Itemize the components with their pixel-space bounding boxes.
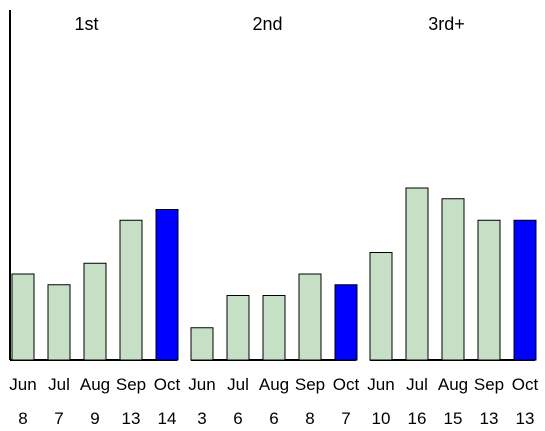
bar: [369, 252, 393, 361]
bar: [298, 273, 322, 361]
bar: [83, 262, 107, 361]
value-label: 3: [197, 409, 206, 428]
value-label: 7: [341, 409, 350, 428]
value-label: 13: [480, 409, 499, 428]
category-label: Aug: [259, 375, 289, 394]
category-label: Oct: [154, 375, 181, 394]
value-label: 9: [90, 409, 99, 428]
category-label: Jul: [406, 375, 428, 394]
bar: [119, 219, 143, 361]
category-label: Oct: [333, 375, 360, 394]
category-label: Oct: [512, 375, 539, 394]
group-title: 2nd: [252, 14, 282, 34]
value-label: 8: [305, 409, 314, 428]
category-label: Sep: [116, 375, 146, 394]
group-title: 1st: [74, 14, 98, 34]
value-label: 7: [54, 409, 63, 428]
bar: [11, 273, 35, 361]
bar: [334, 284, 358, 361]
bar: [441, 198, 465, 361]
category-label: Sep: [295, 375, 325, 394]
value-label: 6: [233, 409, 242, 428]
value-label: 8: [18, 409, 27, 428]
category-label: Jun: [367, 375, 394, 394]
value-label: 16: [408, 409, 427, 428]
value-label: 13: [122, 409, 141, 428]
value-label: 10: [372, 409, 391, 428]
bar: [190, 327, 214, 361]
bar: [155, 209, 179, 361]
bar: [513, 219, 537, 361]
category-label: Jun: [9, 375, 36, 394]
category-label: Jun: [188, 375, 215, 394]
category-label: Jul: [227, 375, 249, 394]
bar: [405, 187, 429, 361]
category-label: Jul: [48, 375, 70, 394]
bar: [477, 219, 501, 361]
value-label: 14: [158, 409, 177, 428]
category-label: Aug: [438, 375, 468, 394]
group-title: 3rd+: [428, 14, 465, 34]
bar: [262, 295, 286, 361]
bar: [226, 295, 250, 361]
value-label: 6: [269, 409, 278, 428]
bar: [47, 284, 71, 361]
category-label: Sep: [474, 375, 504, 394]
category-label: Aug: [80, 375, 110, 394]
value-label: 13: [516, 409, 535, 428]
value-label: 15: [444, 409, 463, 428]
